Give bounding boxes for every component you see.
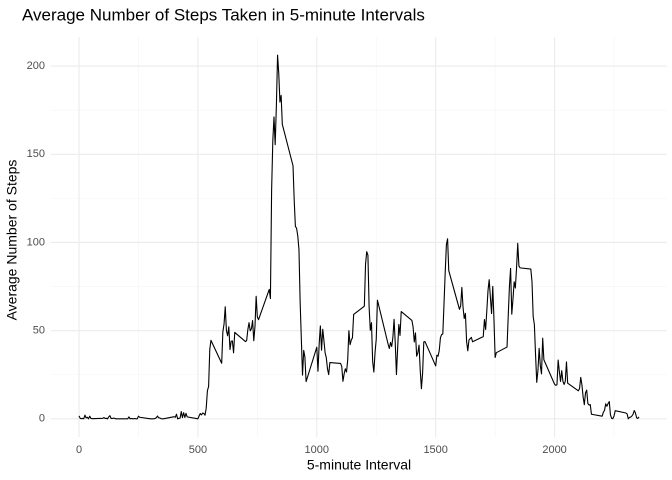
y-tick-label: 100 <box>27 236 45 248</box>
x-tick-label: 500 <box>189 444 207 456</box>
x-axis-label: 5-minute Interval <box>307 457 411 473</box>
y-tick-label: 50 <box>33 325 45 337</box>
y-tick-label: 200 <box>27 60 45 72</box>
chart-title: Average Number of Steps Taken in 5-minut… <box>22 5 425 24</box>
data-line <box>78 54 640 420</box>
y-tick-label: 0 <box>39 413 45 425</box>
x-tick-label: 1500 <box>423 444 447 456</box>
x-tick-label: 0 <box>76 444 82 456</box>
y-tick-label: 150 <box>27 148 45 160</box>
y-axis-label: Average Number of Steps <box>4 160 20 321</box>
x-tick-label: 1000 <box>305 444 329 456</box>
x-tick-label: 2000 <box>542 444 566 456</box>
